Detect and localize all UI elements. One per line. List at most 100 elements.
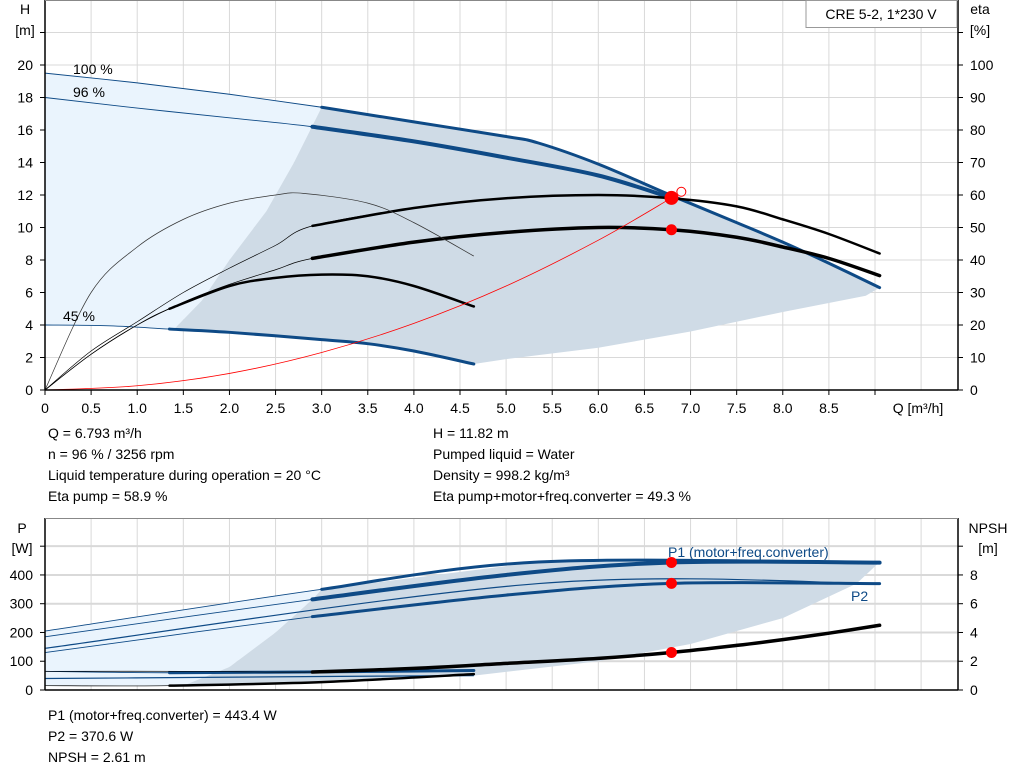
info-density: Density = 998.2 kg/m³	[433, 467, 570, 483]
info-head: H = 11.82 m	[433, 425, 509, 441]
x-tick-label: 1.5	[174, 400, 194, 416]
x-tick-label: 3.0	[312, 400, 332, 416]
y2-tick-label: 70	[970, 155, 986, 171]
info-liquid: Pumped liquid = Water	[433, 446, 575, 462]
y-tick-label: 100	[10, 653, 34, 669]
x-tick-label: 2.5	[266, 400, 286, 416]
duty-point	[664, 190, 679, 205]
model-title-box: CRE 5-2, 1*230 V	[805, 0, 958, 28]
y-tick-label: 200	[10, 624, 34, 640]
top-axes: 0 2 4 6 8 10 12 14 16 18 20 0 10 20 30 40 50 60 70 80 90 100 0…	[17, 0, 994, 416]
curve-p-5	[44, 675, 474, 680]
info-npsh: NPSH = 2.61 m	[48, 749, 146, 765]
y-tick-label: 16	[17, 122, 33, 138]
x-tick-label: 0	[41, 400, 49, 416]
duty-point-open	[676, 186, 687, 197]
info-temperature: Liquid temperature during operation = 20…	[48, 467, 321, 483]
duty-point	[665, 556, 677, 568]
x-tick-label: 7.5	[727, 400, 747, 416]
duty-info-right: H = 11.82 m Pumped liquid = Water Densit…	[433, 423, 691, 507]
info-p2: P2 = 370.6 W	[48, 728, 134, 744]
q-axis-label: Q [m³/h]	[893, 400, 944, 416]
x-tick-label: 5.5	[542, 400, 562, 416]
duty-info-bottom: P1 (motor+freq.converter) = 443.4 W P2 =…	[48, 705, 277, 768]
operating-area-light	[45, 589, 322, 686]
duty-point	[665, 577, 677, 589]
x-tick-label: 1.0	[127, 400, 147, 416]
y-tick-label: 20	[17, 57, 33, 73]
x-tick-label: 0.5	[81, 400, 101, 416]
y-tick-label: 2	[25, 350, 33, 366]
info-speed: n = 96 % / 3256 rpm	[48, 446, 175, 462]
y2-tick-label: 0	[970, 382, 978, 398]
top-operating-range	[45, 73, 880, 364]
bottom-curves	[44, 556, 882, 687]
duty-point	[665, 224, 677, 236]
duty-point	[665, 646, 677, 658]
p-axis-label: P	[17, 520, 26, 536]
y2-tick-label: 8	[970, 567, 978, 583]
top-curves	[44, 72, 882, 391]
curve-p-3-operating	[310, 581, 882, 619]
label-45-percent: 45 %	[63, 308, 95, 324]
h-axis-unit: [m]	[15, 22, 34, 38]
label-p2: P2	[851, 588, 868, 604]
y2-tick-label: 20	[970, 317, 986, 333]
y2-tick-label: 60	[970, 187, 986, 203]
y-tick-label: 8	[25, 252, 33, 268]
curve-npsh-7-operating	[168, 672, 476, 687]
label-96-percent: 96 %	[73, 84, 105, 100]
model-title: CRE 5-2, 1*230 V	[825, 6, 937, 22]
curve-eta-4-operating	[310, 225, 882, 278]
label-100-percent: 100 %	[73, 61, 113, 77]
y2-tick-label: 50	[970, 220, 986, 236]
curve-npsh-6-operating	[310, 623, 882, 674]
curve-h-1-operating	[310, 124, 674, 200]
y-tick-label: 400	[10, 567, 34, 583]
operating-area-gray	[174, 107, 880, 364]
y-tick-label: 18	[17, 90, 33, 106]
x-tick-label: 2.0	[220, 400, 240, 416]
x-tick-label: 5.0	[496, 400, 516, 416]
npsh-axis-unit: [m]	[978, 540, 997, 556]
y-tick-label: 10	[17, 220, 33, 236]
curve-eta-3-operating	[311, 193, 881, 255]
x-tick-label: 4.0	[404, 400, 424, 416]
y-tick-label: 300	[10, 596, 34, 612]
info-flow: Q = 6.793 m³/h	[48, 425, 142, 441]
x-tick-label: 6.5	[635, 400, 655, 416]
eta-axis-unit: [%]	[970, 22, 990, 38]
y2-tick-label: 100	[970, 57, 994, 73]
y2-tick-label: 2	[970, 653, 978, 669]
curve-h-7	[44, 191, 682, 391]
y2-tick-label: 40	[970, 252, 986, 268]
bottom-axes: 0 100 200 300 400 0 2 4 6 8	[10, 518, 978, 698]
y-tick-label: 4	[25, 317, 33, 333]
info-eta-pump: Eta pump = 58.9 %	[48, 488, 168, 504]
curve-eta-6-operating	[168, 273, 476, 310]
y2-tick-label: 80	[970, 122, 986, 138]
p-axis-unit: [W]	[12, 540, 33, 556]
curve-eta-5	[44, 192, 475, 391]
curve-p-1-operating	[310, 559, 882, 602]
y-tick-label: 0	[25, 682, 33, 698]
x-tick-label: 6.0	[589, 400, 609, 416]
curve-h-2-operating	[168, 327, 476, 366]
y-tick-label: 14	[17, 155, 33, 171]
x-tick-label: 4.5	[450, 400, 470, 416]
y2-tick-label: 10	[970, 350, 986, 366]
y2-tick-label: 4	[970, 624, 978, 640]
x-tick-label: 8.5	[819, 400, 839, 416]
y2-tick-label: 90	[970, 90, 986, 106]
y-tick-label: 6	[25, 285, 33, 301]
x-tick-label: 3.5	[358, 400, 378, 416]
info-eta-total: Eta pump+motor+freq.converter = 49.3 %	[433, 488, 691, 504]
y2-tick-label: 6	[970, 596, 978, 612]
label-p1: P1 (motor+freq.converter)	[668, 544, 829, 560]
curve-p-2	[44, 578, 880, 649]
npsh-axis-label: NPSH	[969, 520, 1008, 536]
y-tick-label: 0	[25, 382, 33, 398]
x-tick-label: 8.0	[773, 400, 793, 416]
duty-info-left: Q = 6.793 m³/h n = 96 % / 3256 rpm Liqui…	[48, 423, 321, 507]
